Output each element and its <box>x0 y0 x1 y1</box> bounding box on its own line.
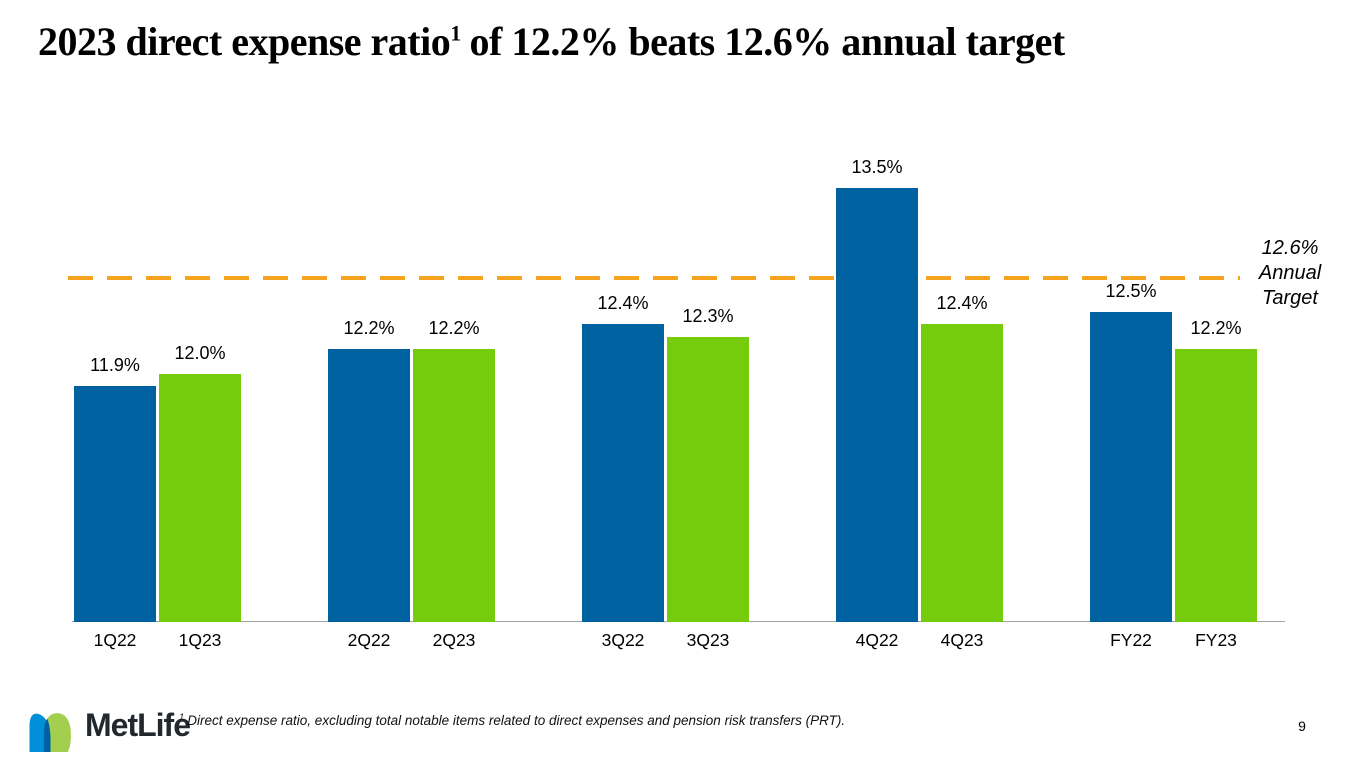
category-label-1Q22: 1Q22 <box>93 630 137 650</box>
bar-1Q23 <box>159 374 241 622</box>
bar-value-label-3Q23: 12.3% <box>682 306 734 326</box>
footnote-superscript: 1 <box>179 711 185 723</box>
category-label-1Q23: 1Q23 <box>178 630 222 650</box>
category-label-3Q23: 3Q23 <box>686 630 730 650</box>
slide-title-superscript: 1 <box>450 20 461 46</box>
bar-3Q23 <box>667 337 749 622</box>
annual-target-label: 12.6% Annual Target <box>1242 236 1338 311</box>
annual-target-dashed-line <box>68 276 1240 280</box>
bar-value-label-FY23: 12.2% <box>1190 318 1242 338</box>
bar-value-label-4Q23: 12.4% <box>936 293 988 313</box>
annual-target-word-2: Target <box>1262 287 1318 309</box>
bar-2Q23 <box>413 349 495 622</box>
bar-1Q22 <box>74 386 156 622</box>
bar-4Q23 <box>921 324 1003 622</box>
bar-3Q22 <box>582 324 664 622</box>
metlife-logo-icon <box>29 713 71 752</box>
slide-title-text-rest: of 12.2% beats 12.6% annual target <box>469 19 1066 64</box>
bar-value-label-FY22: 12.5% <box>1105 281 1157 301</box>
bar-value-label-1Q22: 11.9% <box>90 355 140 375</box>
slide-title: 2023 direct expense ratio1 of 12.2% beats… <box>38 18 1065 65</box>
bar-value-label-3Q22: 12.4% <box>597 293 649 313</box>
category-label-3Q22: 3Q22 <box>601 630 645 650</box>
bar-FY23 <box>1175 349 1257 622</box>
category-label-FY23: FY23 <box>1195 630 1237 650</box>
category-label-FY22: FY22 <box>1110 630 1152 650</box>
category-label-2Q22: 2Q22 <box>347 630 391 650</box>
slide-title-text: 2023 direct expense ratio <box>38 19 451 64</box>
annual-target-word-1: Annual <box>1258 262 1322 284</box>
footnote-text: Direct expense ratio, excluding total no… <box>187 713 846 728</box>
bar-value-label-1Q23: 12.0% <box>174 343 226 363</box>
page-number: 9 <box>1298 718 1306 734</box>
category-label-4Q22: 4Q22 <box>855 630 899 650</box>
bar-2Q22 <box>328 349 410 622</box>
metlife-wordmark: MetLife <box>85 707 191 743</box>
bar-FY22 <box>1090 312 1172 622</box>
bar-value-label-2Q23: 12.2% <box>428 318 480 338</box>
bar-value-label-2Q22: 12.2% <box>343 318 395 338</box>
bar-4Q22 <box>836 188 918 622</box>
bar-value-label-4Q22: 13.5% <box>851 157 903 177</box>
category-label-4Q23: 4Q23 <box>940 630 984 650</box>
footnote: 1 Direct expense ratio, excluding total n… <box>179 711 846 728</box>
annual-target-value: 12.6% <box>1261 237 1319 259</box>
category-label-2Q23: 2Q23 <box>432 630 476 650</box>
